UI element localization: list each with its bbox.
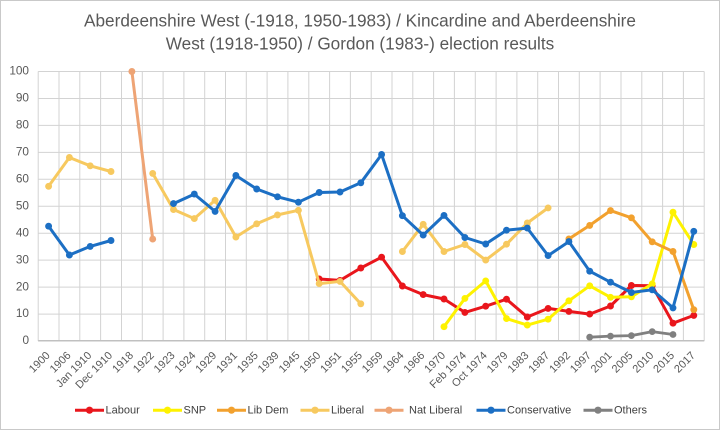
svg-text:0: 0 <box>22 333 29 347</box>
svg-text:Liberal: Liberal <box>331 405 364 417</box>
svg-text:40: 40 <box>16 225 30 239</box>
svg-text:50: 50 <box>16 198 30 212</box>
svg-text:Lib Dem: Lib Dem <box>248 405 289 417</box>
svg-text:West (1918-1950) / Gordon (198: West (1918-1950) / Gordon (1983-) electi… <box>166 34 555 54</box>
svg-text:30: 30 <box>16 252 30 266</box>
svg-text:90: 90 <box>16 91 30 105</box>
svg-text:Labour: Labour <box>106 405 141 417</box>
svg-text:Conservative: Conservative <box>507 405 571 417</box>
svg-text:60: 60 <box>16 172 30 186</box>
svg-text:100: 100 <box>9 64 29 78</box>
svg-text:10: 10 <box>16 306 30 320</box>
svg-text:SNP: SNP <box>184 405 207 417</box>
svg-text:Aberdeenshire West (-1918, 195: Aberdeenshire West (-1918, 1950-1983) / … <box>84 11 636 31</box>
svg-text:Nat Liberal: Nat Liberal <box>409 405 462 417</box>
svg-text:70: 70 <box>16 145 30 159</box>
svg-text:Others: Others <box>614 405 648 417</box>
svg-text:80: 80 <box>16 118 30 132</box>
svg-text:20: 20 <box>16 279 30 293</box>
